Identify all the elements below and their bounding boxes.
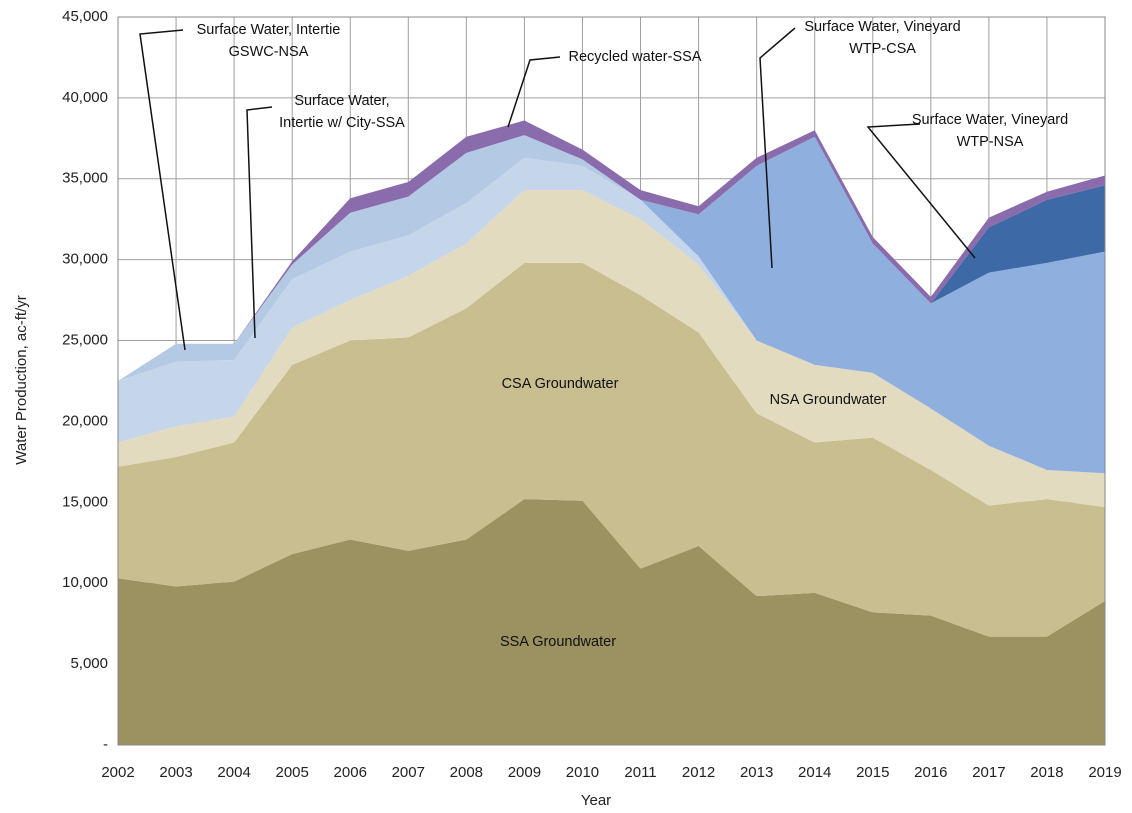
x-tick-label: 2008 [450, 764, 483, 781]
annotation: Surface Water, Intertie GSWC-NSA [196, 22, 341, 60]
x-tick-label: 2006 [334, 764, 367, 781]
plot-frame [117, 16, 1106, 746]
area [118, 135, 1105, 474]
area [118, 499, 1105, 745]
y-tick-label: 25,000 [62, 332, 108, 349]
y-tick-label: - [103, 736, 108, 753]
x-tick-label: 2018 [1030, 764, 1063, 781]
area [118, 157, 1105, 474]
y-tick-label: 15,000 [62, 493, 108, 510]
x-tick-label: 2011 [624, 764, 656, 781]
x-tick-label: 2007 [392, 764, 425, 781]
leader-line [139, 29, 186, 351]
annotation: Recycled water-SSA [568, 49, 702, 65]
leader-line [246, 106, 273, 339]
y-tick-label: 20,000 [62, 412, 108, 429]
leader-line [507, 56, 561, 128]
leader-line [759, 27, 796, 269]
annotation: Surface Water, Intertie w/ City-SSA [279, 93, 405, 131]
y-tick-label: 5,000 [70, 655, 108, 672]
annotation: Surface Water, Vineyard WTP-NSA [911, 112, 1069, 150]
x-tick-label: 2016 [914, 764, 947, 781]
leader-lines [139, 27, 976, 351]
y-tick-label: 10,000 [62, 574, 108, 591]
area-label: CSA Groundwater [501, 376, 619, 392]
area [118, 120, 1105, 381]
x-tick-label: 2009 [508, 764, 541, 781]
y-axis-label: Water Production, ac-ft/yr [13, 295, 30, 465]
y-tick-label: 45,000 [62, 8, 108, 25]
x-tick-label: 2014 [798, 764, 831, 781]
y-tick-label: 40,000 [62, 89, 108, 106]
x-tick-label: 2005 [275, 764, 308, 781]
leader-line [866, 123, 976, 259]
x-tick-label: 2004 [217, 764, 250, 781]
x-tick-label: 2013 [740, 764, 773, 781]
area [118, 190, 1105, 508]
annotation: Surface Water, Vineyard WTP-CSA [804, 19, 961, 57]
areas [118, 120, 1105, 745]
x-tick-label: 2019 [1088, 764, 1121, 781]
area [118, 135, 1105, 474]
y-tick-label: 30,000 [62, 251, 108, 268]
area-label: NSA Groundwater [769, 392, 887, 408]
x-tick-label: 2015 [856, 764, 889, 781]
x-tick-label: 2002 [101, 764, 134, 781]
y-tick-label: 35,000 [62, 170, 108, 187]
area [118, 262, 1105, 637]
x-tick-label: 2017 [972, 764, 1005, 781]
x-tick-label: 2003 [159, 764, 192, 781]
x-tick-label: 2010 [566, 764, 599, 781]
x-axis-label: Year [581, 792, 611, 809]
area-label: SSA Groundwater [499, 634, 617, 650]
x-tick-label: 2012 [682, 764, 715, 781]
